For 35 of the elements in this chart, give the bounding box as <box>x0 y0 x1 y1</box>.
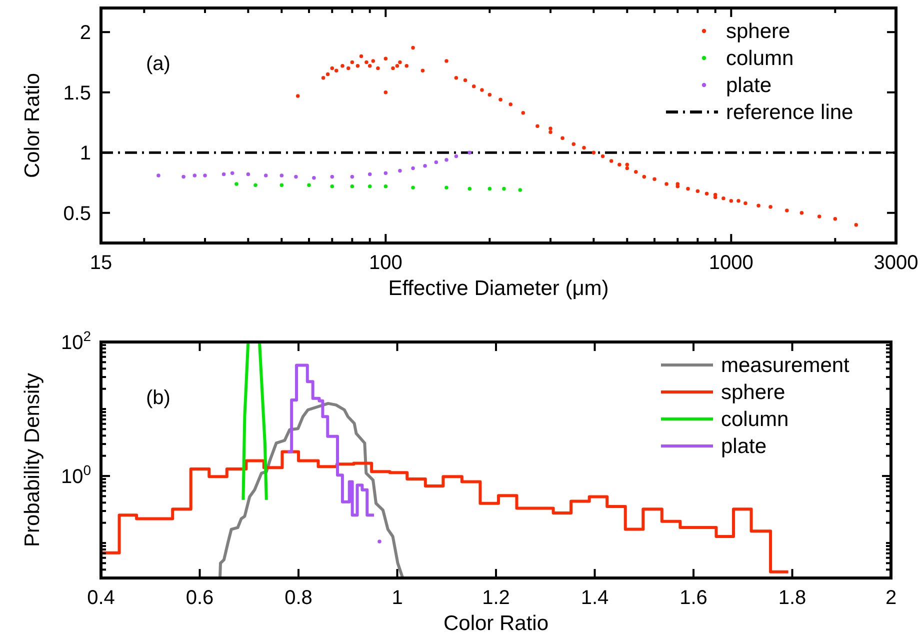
x-tick-label: 0.6 <box>186 587 214 609</box>
x-tick-label: 1 <box>392 587 403 609</box>
legend-label: column <box>721 408 789 431</box>
y-tick-label: 1.5 <box>63 82 91 104</box>
line-series <box>242 342 268 502</box>
legend-label: sphere <box>726 20 790 43</box>
annotation: (b) <box>146 387 170 409</box>
x-tick-label: 0.4 <box>87 587 115 609</box>
x-tick-label: 0.8 <box>284 587 312 609</box>
x-axis-title: Color Ratio <box>443 612 549 635</box>
y-axis-title: Probability Density <box>21 372 44 547</box>
legend-label: sphere <box>721 381 786 404</box>
y-tick-label: 1 <box>80 142 91 165</box>
x-tick-label: 2 <box>885 587 897 609</box>
x-tick-label: 1.4 <box>580 587 609 609</box>
x-tick-label: 100 <box>368 252 402 274</box>
x-tick-label: 1.2 <box>482 587 510 609</box>
legend-label: reference line <box>726 101 854 124</box>
x-tick-label: 1.8 <box>778 587 806 609</box>
x-tick-label: 3000 <box>874 252 918 274</box>
y-tick-label: 2 <box>80 22 91 44</box>
legend-label: plate <box>726 74 772 97</box>
y-tick-label: 10$^{0}$ <box>60 462 92 488</box>
x-tick-label: 15 <box>90 252 112 274</box>
legend-label: measurement <box>721 354 850 377</box>
legend-label: column <box>726 47 794 70</box>
x-axis-title: Effective Diameter (μm) <box>388 277 609 300</box>
y-tick-label: 0.5 <box>63 202 91 225</box>
y-axis-title: Color Ratio <box>21 72 44 178</box>
x-tick-label: 1000 <box>708 252 754 274</box>
x-tick-label: 1.6 <box>680 587 708 609</box>
annotation: (a) <box>146 53 170 75</box>
legend-label: plate <box>721 435 767 458</box>
y-tick-label: 10$^{2}$ <box>60 328 92 354</box>
line-series <box>218 402 404 578</box>
